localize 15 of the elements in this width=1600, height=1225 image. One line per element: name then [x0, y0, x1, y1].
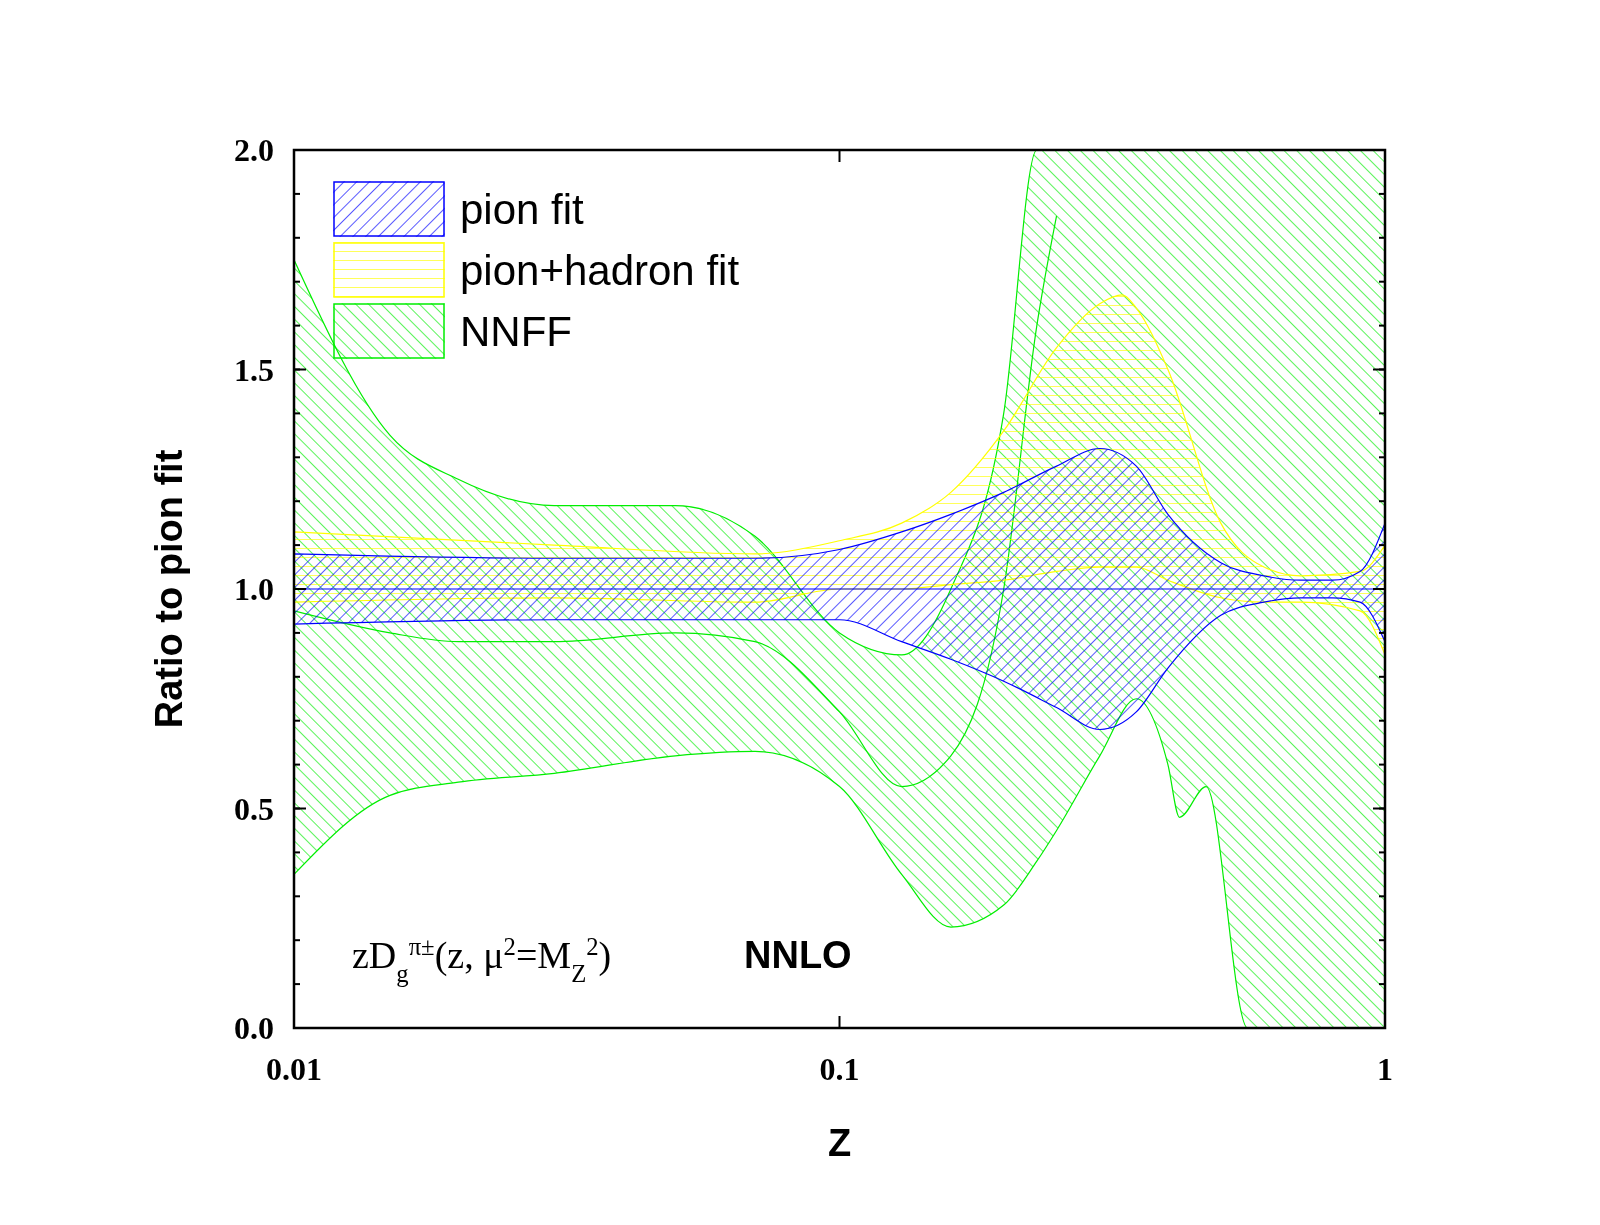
text: zD$_{g}$$^{π±}$(z, μ$^{2}$=M$_{Z}$$^{2}$)	[352, 932, 612, 987]
y-axis-title: Ratio to pion fit	[148, 449, 190, 729]
y-tick-label: 1.0	[234, 571, 274, 608]
y-tick-label: 1.5	[234, 351, 274, 388]
y-tick-label: 2.0	[234, 132, 274, 169]
y-tick-label: 0.0	[234, 1010, 274, 1047]
x-tick-label: 0.1	[819, 1051, 860, 1087]
legend-label: pion fit	[460, 185, 585, 233]
x-tick-label: 1	[1377, 1051, 1393, 1087]
x-axis-title: Z	[827, 1122, 852, 1164]
annotation: NNLO	[744, 934, 852, 976]
y-tick-label: 0.5	[234, 790, 274, 827]
x-tick-label: 0.01	[266, 1051, 322, 1087]
legend-label: NNFF	[460, 307, 572, 355]
legend-label: pion+hadron fit	[460, 246, 740, 294]
